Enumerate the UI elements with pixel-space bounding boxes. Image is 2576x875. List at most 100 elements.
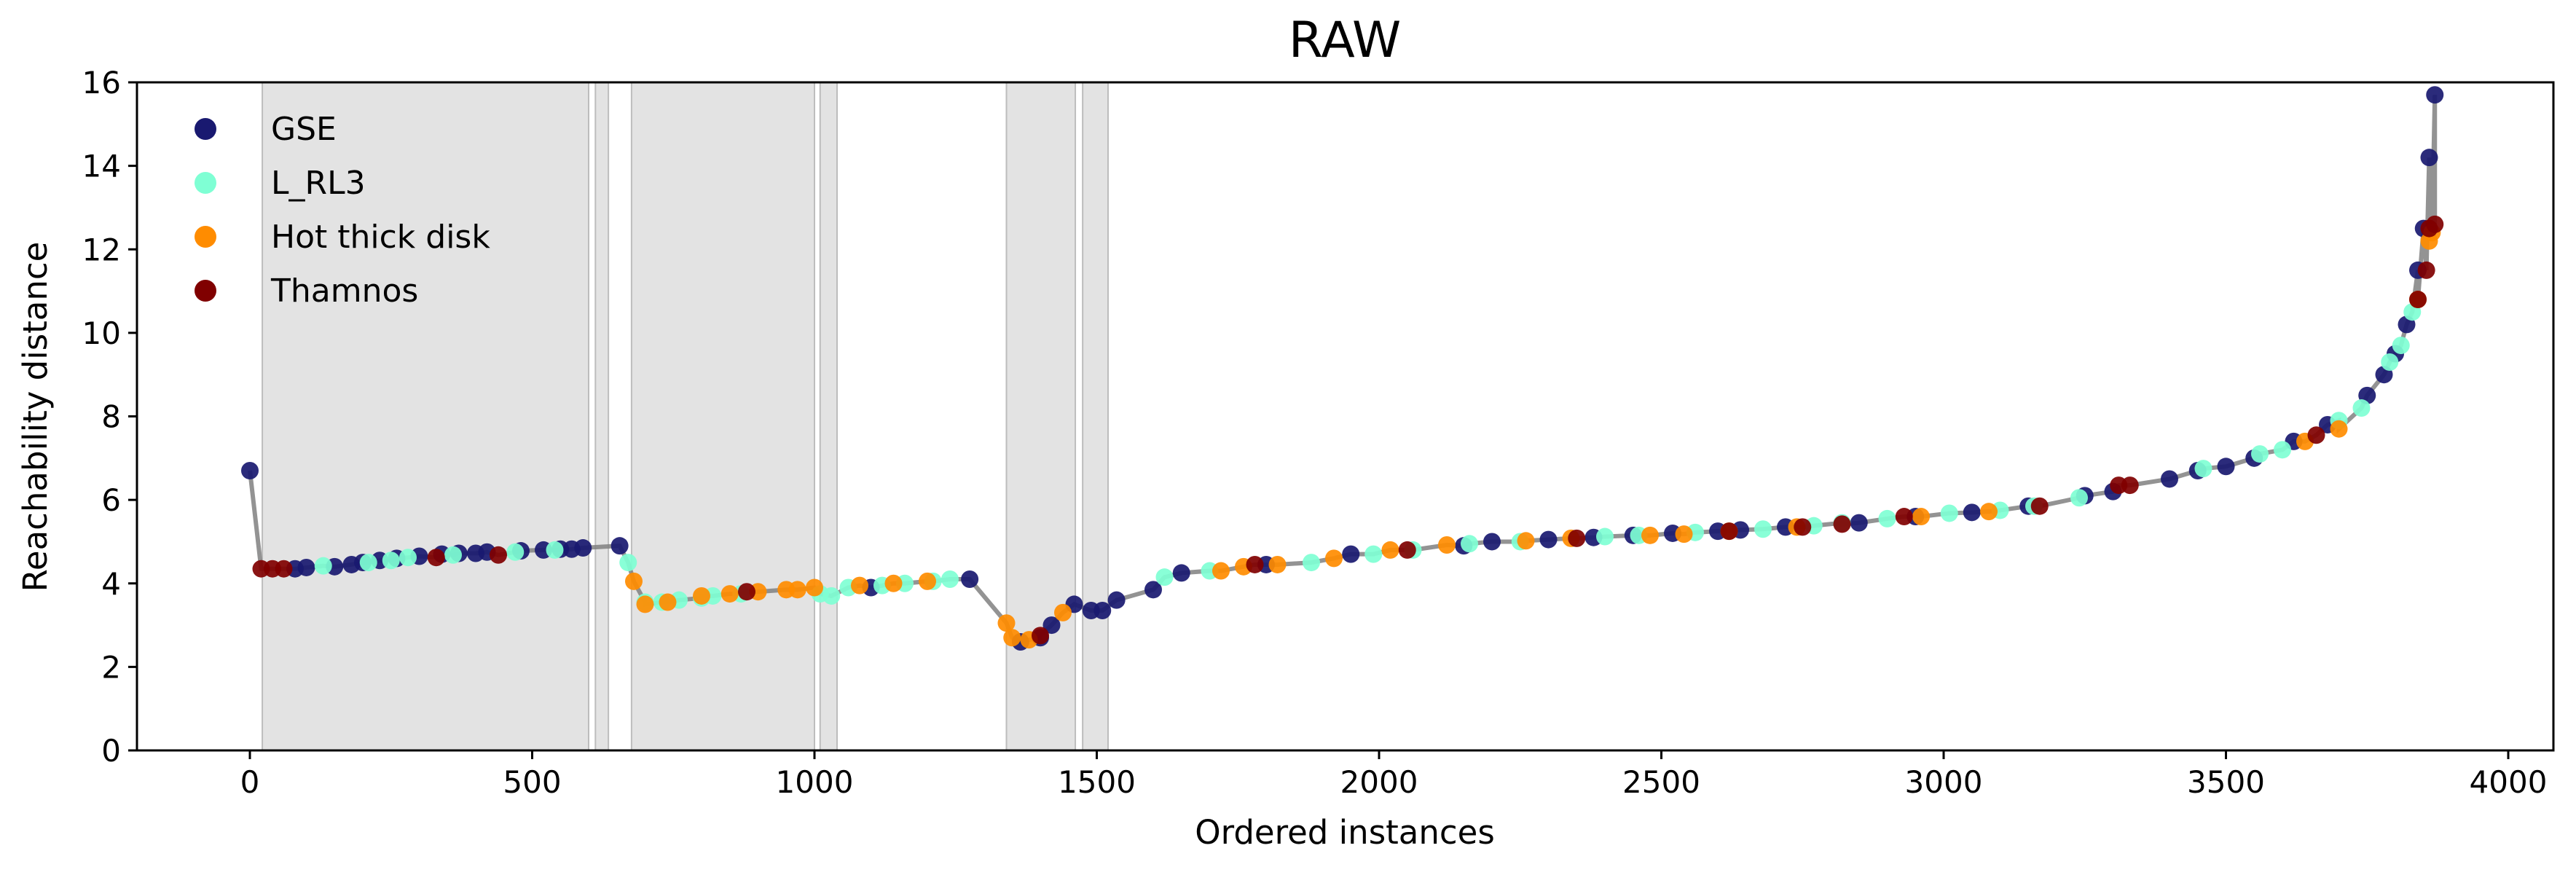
point-thamnos <box>1398 541 1416 559</box>
point-l-rl3 <box>314 557 332 575</box>
point-hot-thick-disk <box>1054 603 1072 621</box>
point-hot-thick-disk <box>720 585 739 603</box>
legend-marker <box>195 280 216 302</box>
y-axis-label: Reachability distance <box>16 242 55 592</box>
point-hot-thick-disk <box>1325 549 1343 568</box>
point-gse <box>1172 564 1190 582</box>
point-hot-thick-disk <box>1980 503 1998 521</box>
y-tick-label: 10 <box>82 315 121 351</box>
legend-label: GSE <box>271 111 337 148</box>
point-hot-thick-disk <box>1268 555 1287 573</box>
point-l-rl3 <box>1461 535 1478 553</box>
point-thamnos <box>490 546 507 564</box>
point-gse <box>1107 591 1126 609</box>
chart-title: RAW <box>1289 12 1402 69</box>
x-axis-label: Ordered instances <box>1195 813 1495 852</box>
point-gse <box>1144 581 1162 599</box>
shaded-region <box>262 82 589 751</box>
y-tick-label: 8 <box>101 399 121 435</box>
point-hot-thick-disk <box>788 581 806 599</box>
point-thamnos <box>2409 291 2427 309</box>
x-tick-label: 3000 <box>1905 764 1983 800</box>
point-hot-thick-disk <box>884 574 903 592</box>
y-tick-label: 4 <box>101 566 121 602</box>
y-tick-label: 0 <box>101 733 121 769</box>
point-hot-thick-disk <box>1517 532 1535 550</box>
point-gse <box>574 539 592 557</box>
legend-label: Hot thick disk <box>271 219 490 256</box>
shaded-region <box>594 82 610 751</box>
point-hot-thick-disk <box>1912 508 1930 526</box>
x-tick-label: 3500 <box>2187 764 2265 800</box>
point-l-rl3 <box>2392 337 2410 355</box>
point-thamnos <box>1246 555 1264 573</box>
shaded-region <box>1005 82 1077 751</box>
point-l-rl3 <box>2352 399 2371 417</box>
point-l-rl3 <box>2381 353 2399 371</box>
point-gse <box>2426 86 2444 104</box>
y-tick-label: 6 <box>101 482 121 518</box>
y-tick-label: 14 <box>82 149 121 184</box>
point-l-rl3 <box>2070 489 2088 507</box>
point-thamnos <box>1032 627 1049 645</box>
point-l-rl3 <box>1303 554 1320 572</box>
point-l-rl3 <box>382 552 400 570</box>
y-tick-label: 16 <box>82 65 121 101</box>
point-thamnos <box>1833 515 1851 533</box>
point-gse <box>1042 616 1061 635</box>
x-tick-label: 0 <box>240 764 260 800</box>
y-axis-ticks: 0 2 4 6 8 10 12 14 16 <box>82 65 137 769</box>
point-l-rl3 <box>2251 445 2269 463</box>
point-hot-thick-disk <box>693 586 710 605</box>
point-gse <box>241 462 259 480</box>
point-gse <box>1483 533 1501 551</box>
legend-marker <box>195 118 216 140</box>
point-gse <box>2161 470 2178 488</box>
point-l-rl3 <box>506 543 525 561</box>
point-l-rl3 <box>1596 527 1614 546</box>
point-l-rl3 <box>1155 568 1174 586</box>
point-l-rl3 <box>822 586 841 605</box>
legend-marker <box>195 172 216 194</box>
point-gse <box>2420 149 2438 167</box>
point-hot-thick-disk <box>997 614 1016 632</box>
x-tick-label: 1000 <box>776 764 854 800</box>
point-hot-thick-disk <box>1212 562 1230 580</box>
point-gse <box>297 558 315 576</box>
point-thamnos <box>2030 497 2049 515</box>
point-gse <box>1539 530 1558 549</box>
point-l-rl3 <box>1364 545 1383 563</box>
point-gse <box>610 537 629 555</box>
x-tick-label: 4000 <box>2470 764 2548 800</box>
point-hot-thick-disk <box>919 572 936 590</box>
point-thamnos <box>2307 426 2325 444</box>
point-hot-thick-disk <box>636 595 654 613</box>
point-l-rl3 <box>1754 520 1772 538</box>
x-axis-ticks: 0 500 1000 1500 2000 2500 3000 3500 4000 <box>240 750 2548 800</box>
x-tick-label: 500 <box>503 764 561 800</box>
point-l-rl3 <box>359 554 377 572</box>
point-l-rl3 <box>546 541 564 559</box>
scatter-points <box>241 86 2444 651</box>
point-gse <box>1093 602 1112 620</box>
y-tick-label: 2 <box>101 649 121 685</box>
point-hot-thick-disk <box>1003 629 1021 647</box>
point-hot-thick-disk <box>806 578 823 597</box>
shaded-region <box>630 82 816 751</box>
point-gse <box>961 570 979 589</box>
point-thamnos <box>1895 508 1913 526</box>
point-l-rl3 <box>444 546 462 564</box>
point-hot-thick-disk <box>659 593 677 611</box>
point-thamnos <box>1720 522 1738 541</box>
legend-label: Thamnos <box>270 272 418 310</box>
point-hot-thick-disk <box>1675 525 1693 544</box>
point-l-rl3 <box>941 570 959 589</box>
point-l-rl3 <box>619 554 637 572</box>
point-thamnos <box>427 549 445 567</box>
point-l-rl3 <box>1878 509 1896 527</box>
legend-label: L_RL3 <box>271 165 366 202</box>
point-thamnos <box>738 583 755 601</box>
shaded-regions <box>262 82 1109 751</box>
point-gse <box>1850 514 1868 532</box>
